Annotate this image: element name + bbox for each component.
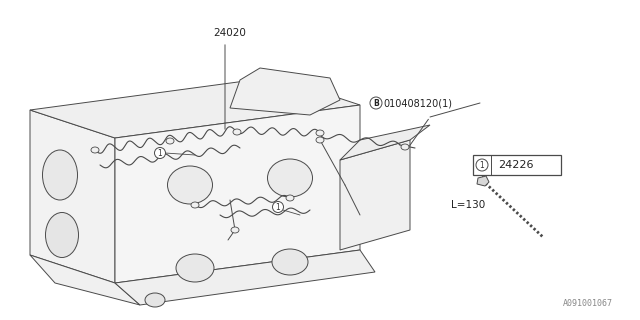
Polygon shape (115, 105, 360, 283)
Circle shape (154, 148, 166, 158)
Ellipse shape (268, 159, 312, 197)
Ellipse shape (286, 195, 294, 201)
Text: 24020: 24020 (213, 28, 246, 38)
Text: 010408120(1): 010408120(1) (383, 98, 452, 108)
Ellipse shape (191, 202, 199, 208)
Text: B: B (373, 99, 379, 108)
Ellipse shape (401, 144, 409, 150)
Polygon shape (30, 77, 360, 138)
Bar (473, 155, 561, 175)
Polygon shape (340, 125, 430, 160)
Text: 24226: 24226 (498, 160, 534, 170)
Polygon shape (30, 255, 140, 305)
Ellipse shape (316, 130, 324, 136)
Text: A091001067: A091001067 (563, 299, 613, 308)
Polygon shape (230, 68, 340, 115)
Text: 1: 1 (479, 161, 484, 170)
Ellipse shape (45, 212, 79, 258)
Text: 1: 1 (157, 148, 163, 157)
Ellipse shape (166, 138, 174, 144)
Circle shape (476, 159, 488, 171)
Ellipse shape (272, 249, 308, 275)
Circle shape (370, 97, 382, 109)
Text: L=130: L=130 (451, 200, 485, 210)
Ellipse shape (231, 227, 239, 233)
Ellipse shape (316, 137, 324, 143)
Ellipse shape (91, 147, 99, 153)
Ellipse shape (42, 150, 77, 200)
Polygon shape (30, 110, 115, 283)
Ellipse shape (176, 254, 214, 282)
Polygon shape (340, 140, 410, 250)
Ellipse shape (233, 129, 241, 135)
Circle shape (273, 202, 284, 212)
Ellipse shape (145, 293, 165, 307)
Polygon shape (477, 176, 489, 186)
Ellipse shape (168, 166, 212, 204)
Text: 1: 1 (276, 203, 280, 212)
Polygon shape (115, 250, 375, 305)
